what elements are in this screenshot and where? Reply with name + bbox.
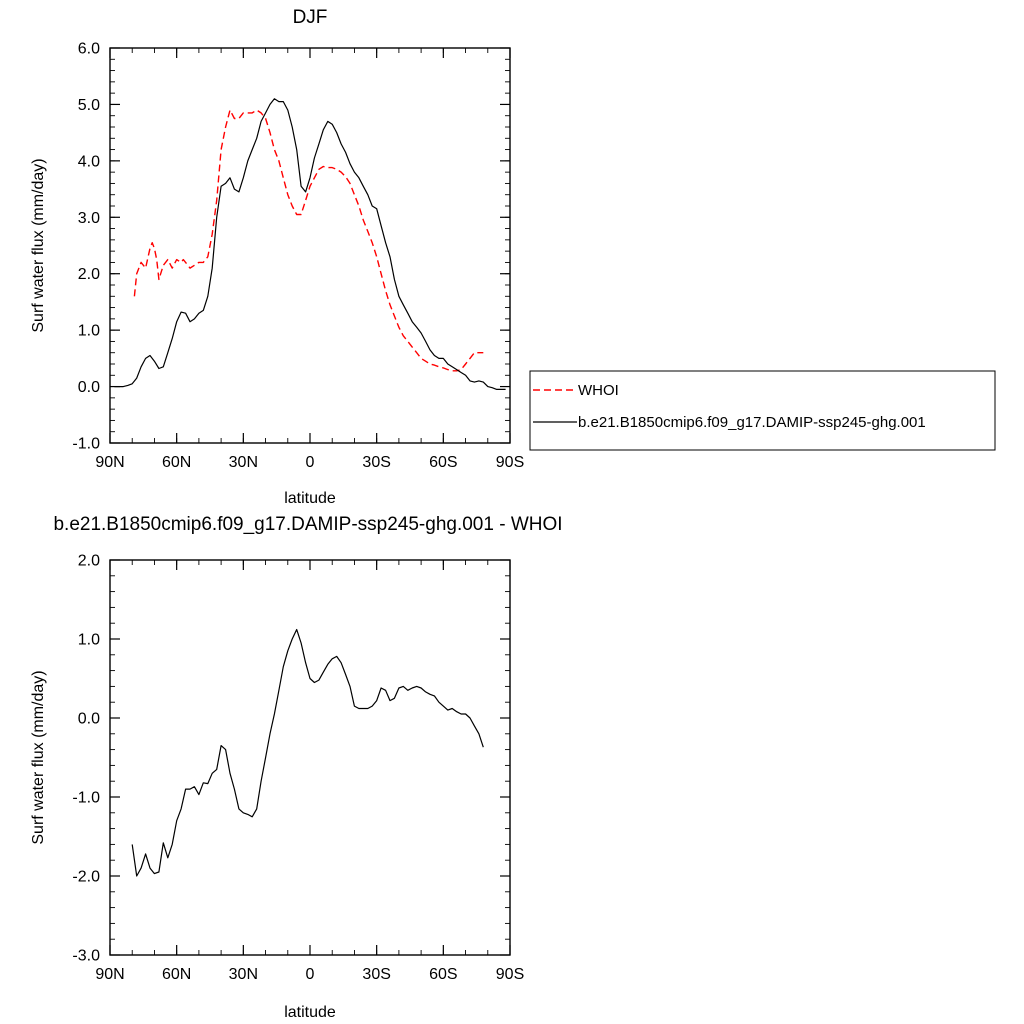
bottom-series-layer xyxy=(131,628,484,877)
bottom-y-tick-label: -2.0 xyxy=(72,869,100,886)
top-y-tick-label: 0.0 xyxy=(78,379,100,396)
top-series-line-0 xyxy=(133,109,484,372)
legend-label-whoi: WHOI xyxy=(578,382,619,399)
top-plot-frame xyxy=(109,47,511,444)
bottom-chart-title: b.e21.B1850cmip6.f09_g17.DAMIP-ssp245-gh… xyxy=(53,514,562,535)
bottom-y-axis-label: Surf water flux (mm/day) xyxy=(30,670,47,844)
bottom-x-tick-label: 60N xyxy=(162,966,191,983)
bottom-series-line-0 xyxy=(131,628,484,877)
top-y-tick-label: 2.0 xyxy=(78,266,100,283)
bottom-x-tick-label: 0 xyxy=(306,966,315,983)
top-y-tick-label: 1.0 xyxy=(78,323,100,340)
bottom-x-tick-label: 90S xyxy=(496,966,524,983)
top-series-line-1 xyxy=(114,98,506,390)
top-chart-title: DJF xyxy=(293,7,328,28)
bottom-panel: b.e21.B1850cmip6.f09_g17.DAMIP-ssp245-gh… xyxy=(30,514,563,1021)
top-y-tick-label: 3.0 xyxy=(78,210,100,227)
top-x-tick-label: 60N xyxy=(162,454,191,471)
bottom-plot-frame xyxy=(109,559,511,956)
top-panel: DJF -1.0 0.0 1.0 2.0 3.0 4.0 5.0 6.0 90N 60N 30N 0 3… xyxy=(30,7,524,507)
top-y-tick-label: 4.0 xyxy=(78,153,100,170)
bottom-y-tick-label: -1.0 xyxy=(72,790,100,807)
bottom-y-tick-label: 2.0 xyxy=(78,553,100,570)
bottom-x-tick-label: 90N xyxy=(95,966,124,983)
bottom-y-tick-label: 0.0 xyxy=(78,711,100,728)
top-y-tick-label: 5.0 xyxy=(78,97,100,114)
top-y-axis-label: Surf water flux (mm/day) xyxy=(30,158,47,332)
top-x-tick-label: 90N xyxy=(95,454,124,471)
bottom-x-axis-label: latitude xyxy=(284,1004,336,1021)
top-x-tick-label: 30N xyxy=(229,454,258,471)
bottom-ticks: -3.0 -2.0 -1.0 0.0 1.0 2.0 90N 60N 30N 0 30S 60S 90S xyxy=(72,553,524,984)
top-y-tick-label: -1.0 xyxy=(72,436,100,453)
top-x-tick-label: 90S xyxy=(496,454,524,471)
bottom-x-tick-label: 60S xyxy=(429,966,457,983)
bottom-y-tick-label: -3.0 xyxy=(72,948,100,965)
top-x-axis-label: latitude xyxy=(284,490,336,507)
bottom-x-tick-label: 30S xyxy=(362,966,390,983)
top-series-layer xyxy=(114,98,506,390)
top-x-tick-label: 0 xyxy=(306,454,315,471)
bottom-x-tick-label: 30N xyxy=(229,966,258,983)
top-y-tick-label: 6.0 xyxy=(78,41,100,58)
legend-box xyxy=(529,370,996,451)
legend-label-model: b.e21.B1850cmip6.f09_g17.DAMIP-ssp245-gh… xyxy=(578,414,926,431)
bottom-y-tick-label: 1.0 xyxy=(78,632,100,649)
top-ticks: -1.0 0.0 1.0 2.0 3.0 4.0 5.0 6.0 90N 60N 30N 0 30S 60… xyxy=(72,41,524,472)
top-x-tick-label: 30S xyxy=(362,454,390,471)
top-x-tick-label: 60S xyxy=(429,454,457,471)
legend: WHOI b.e21.B1850cmip6.f09_g17.DAMIP-ssp2… xyxy=(529,370,996,451)
